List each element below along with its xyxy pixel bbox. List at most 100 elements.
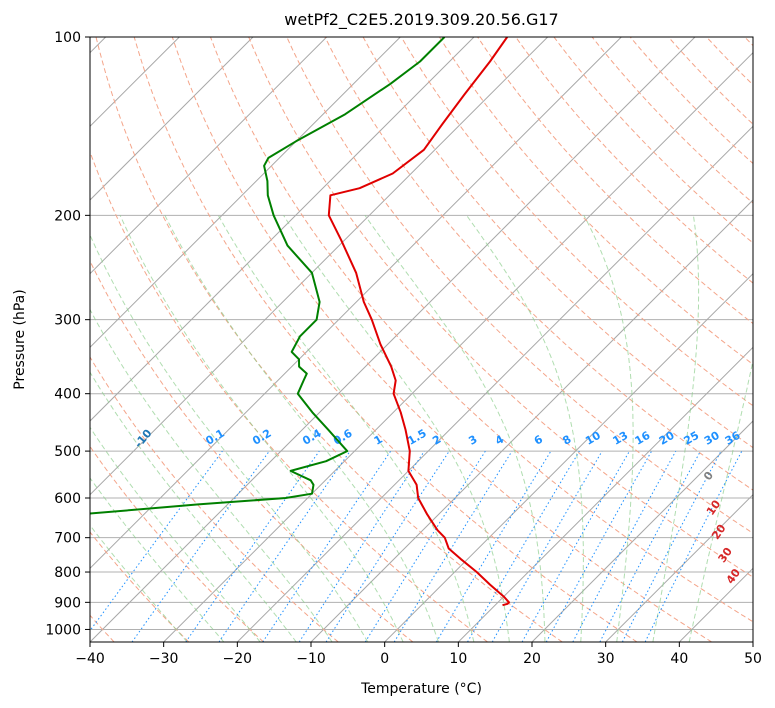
- dry-adiabat-line: [90, 356, 339, 642]
- plot-frame: [89, 36, 754, 643]
- y-tick-label: 800: [54, 565, 81, 581]
- mixing-ratio-label: 1: [372, 433, 385, 448]
- x-tick-label: 10: [449, 651, 467, 667]
- mixing-ratio-line: [298, 450, 425, 642]
- y-tick-label: 900: [54, 595, 81, 611]
- x-tick-label: −30: [149, 651, 179, 667]
- mixing-ratio-label: 3: [466, 433, 479, 448]
- mixing-ratio-line: [262, 450, 392, 642]
- reference-labels-layer: 0.10.20.40.611.52346810131620253036-100-…: [132, 427, 744, 587]
- chart-title: wetPf2_C2E5.2019.309.20.56.G17: [284, 10, 558, 30]
- isotherm-line: [90, 37, 622, 570]
- moist-adiabat-line: [283, 215, 510, 642]
- mixing-ratio-label: 20: [657, 429, 677, 448]
- isotherm-line: [90, 37, 328, 275]
- y-tick-label: 200: [54, 208, 81, 224]
- moist-adiabat-line: [90, 524, 188, 642]
- isotherm-line: [90, 37, 401, 349]
- y-tick-label: 400: [54, 387, 81, 403]
- dry-adiabat-line: [362, 37, 753, 449]
- dry-adiabat-line: [591, 37, 753, 204]
- profiles-layer: [90, 37, 510, 607]
- dewpoint-profile-line: [90, 37, 446, 515]
- mixing-ratio-layer: [90, 450, 743, 642]
- dry-adiabat-line: [171, 37, 712, 642]
- dry-adiabat-line: [706, 37, 753, 86]
- mixing-ratio-line: [572, 450, 677, 642]
- dry-adiabat-line: [515, 37, 753, 284]
- moist-adiabat-line: [688, 358, 753, 642]
- x-axis-label: Temperature (°C): [360, 681, 482, 697]
- isotherm-line: [90, 37, 696, 642]
- moist-adiabat-line: [164, 215, 439, 642]
- mixing-ratio-label: 8: [560, 433, 573, 448]
- y-tick-label: 500: [54, 444, 81, 460]
- dry-adiabat-line: [90, 259, 414, 642]
- moist-adiabat-line: [90, 371, 297, 642]
- y-tick-label: 300: [54, 313, 81, 329]
- moist-adiabat-line: [652, 215, 700, 642]
- mixing-ratio-label: 0.4: [300, 427, 324, 448]
- moist-adiabats-layer: [90, 215, 753, 642]
- moist-adiabat-label: 30: [716, 545, 736, 565]
- dry-adiabat-line: [248, 37, 753, 578]
- moist-adiabat-line: [583, 215, 634, 642]
- axes-layer: −40 −30 −20 −10 0 10 20 30 40 5010020030040050060…: [45, 30, 762, 667]
- mixing-ratio-line: [435, 450, 552, 642]
- moist-adiabat-line: [119, 215, 404, 642]
- x-tick-label: 0: [380, 651, 389, 667]
- mixing-ratio-label: 4: [493, 432, 506, 447]
- isotherm-line: [752, 641, 753, 642]
- dry-adiabat-line: [90, 445, 264, 642]
- dry-adiabat-line: [438, 37, 753, 366]
- mixing-ratio-line: [545, 450, 653, 642]
- moist-adiabat-label: 40: [724, 566, 744, 586]
- dry-adiabats-layer: [90, 37, 753, 642]
- mixing-ratio-line: [644, 450, 743, 642]
- x-tick-label: −40: [75, 651, 105, 667]
- y-tick-label: 1000: [45, 622, 81, 638]
- isotherm-line: [457, 346, 753, 642]
- mixing-ratio-label: 13: [610, 429, 630, 448]
- grid-layer: [90, 37, 753, 642]
- moist-adiabat-line: [364, 215, 546, 642]
- isotherm-line: [384, 272, 753, 642]
- y-tick-label: 100: [54, 30, 81, 46]
- temperature-profile-line: [327, 37, 510, 607]
- isotherm-line: [605, 493, 753, 642]
- y-tick-label: 700: [54, 531, 81, 547]
- moist-adiabat-line: [90, 426, 261, 642]
- mixing-ratio-label: 30: [702, 429, 722, 448]
- isotherm-line: [163, 51, 753, 642]
- dry-adiabat-line: [90, 531, 190, 642]
- x-tick-label: −10: [296, 651, 326, 667]
- dry-adiabat-label: -10: [132, 427, 155, 451]
- y-tick-label: 600: [54, 491, 81, 507]
- dry-adiabat-line: [210, 37, 753, 623]
- y-axis-label: Pressure (hPa): [12, 289, 28, 389]
- dry-adiabat-line: [553, 37, 753, 244]
- mixing-ratio-label: 25: [682, 429, 702, 448]
- x-tick-label: 50: [744, 651, 762, 667]
- x-tick-label: −20: [223, 651, 253, 667]
- isotherm-line: [90, 37, 475, 422]
- isotherm-line: [90, 37, 549, 496]
- mixing-ratio-line: [599, 450, 701, 642]
- isotherm-line: [90, 37, 254, 201]
- isotherm-line: [236, 125, 753, 642]
- mixing-ratio-line: [393, 450, 513, 642]
- moist-adiabat-label: 10: [704, 497, 724, 517]
- x-tick-label: 20: [523, 651, 541, 667]
- moist-adiabat-line: [90, 477, 225, 642]
- isotherm-line: [531, 420, 753, 642]
- mixing-ratio-line: [325, 450, 450, 642]
- dry-adiabat-line: [744, 37, 753, 47]
- x-tick-label: 40: [670, 651, 688, 667]
- mixing-ratio-label: 6: [532, 432, 545, 447]
- mixing-ratio-line: [90, 450, 223, 632]
- mixing-ratio-line: [131, 450, 270, 642]
- moist-adiabat-label: 0: [701, 469, 716, 483]
- mixing-ratio-label: 0.2: [250, 427, 273, 448]
- dry-adiabat-line: [133, 37, 638, 642]
- dry-adiabat-line: [90, 150, 488, 642]
